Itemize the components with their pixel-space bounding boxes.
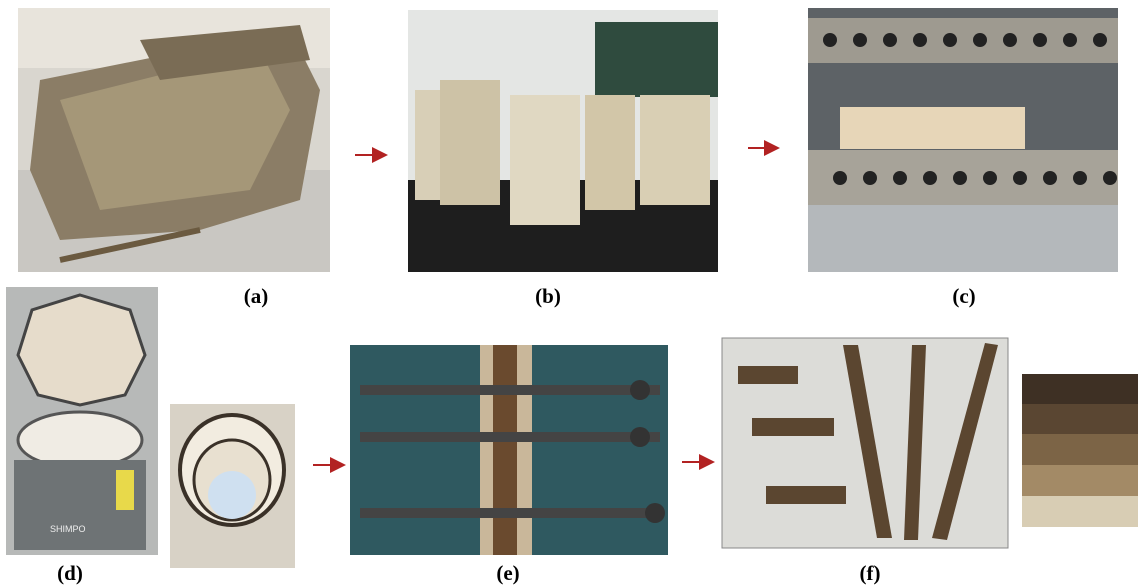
- photo-a: [18, 8, 330, 272]
- panel-label: (b): [535, 284, 561, 308]
- photo-b: [408, 10, 718, 272]
- panel-label: (d): [57, 561, 83, 585]
- panel-label: (e): [496, 561, 519, 585]
- kiln-brand: SHIMPO: [50, 524, 86, 534]
- photo-d: SHIMPO: [6, 287, 295, 568]
- photo-f: [722, 338, 1138, 548]
- panel-label: (f): [860, 561, 881, 585]
- figure: SHIMPO (a) (b) (c) (: [0, 0, 1138, 587]
- panel-label: (c): [952, 284, 975, 308]
- panel-label: (a): [244, 284, 269, 308]
- photo-e: [350, 345, 668, 555]
- photo-c: [808, 8, 1118, 272]
